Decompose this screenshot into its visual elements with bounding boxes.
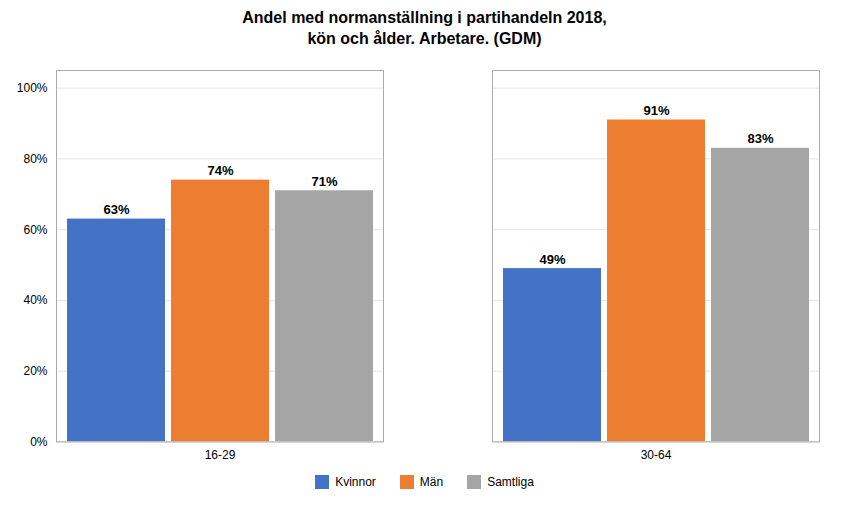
svg-text:20%: 20% [23,364,47,378]
svg-text:80%: 80% [23,151,47,165]
html-text:Andel med normanställning i pa: Andel med normanställning i partihandeln… [242,9,607,47]
html-text:Kvinnor: Kvinnor [335,475,376,489]
svg-text:0%: 0% [30,434,48,448]
svg-text:16-29: 16-29 [205,448,236,462]
svg-text:83%: 83% [747,131,773,146]
svg-text:74%: 74% [207,163,233,178]
svg-text:49%: 49% [539,251,565,266]
svg-text:71%: 71% [311,174,337,189]
html-text:Män: Män [419,475,444,489]
svg-text:30-64: 30-64 [641,448,672,462]
svg-text:40%: 40% [23,293,47,307]
html-text:Samtliga: Samtliga [487,475,534,489]
svg-text:60%: 60% [23,222,47,236]
svg-text:63%: 63% [103,202,129,217]
svg-text:100%: 100% [17,81,48,95]
svg-text:91%: 91% [643,103,669,118]
